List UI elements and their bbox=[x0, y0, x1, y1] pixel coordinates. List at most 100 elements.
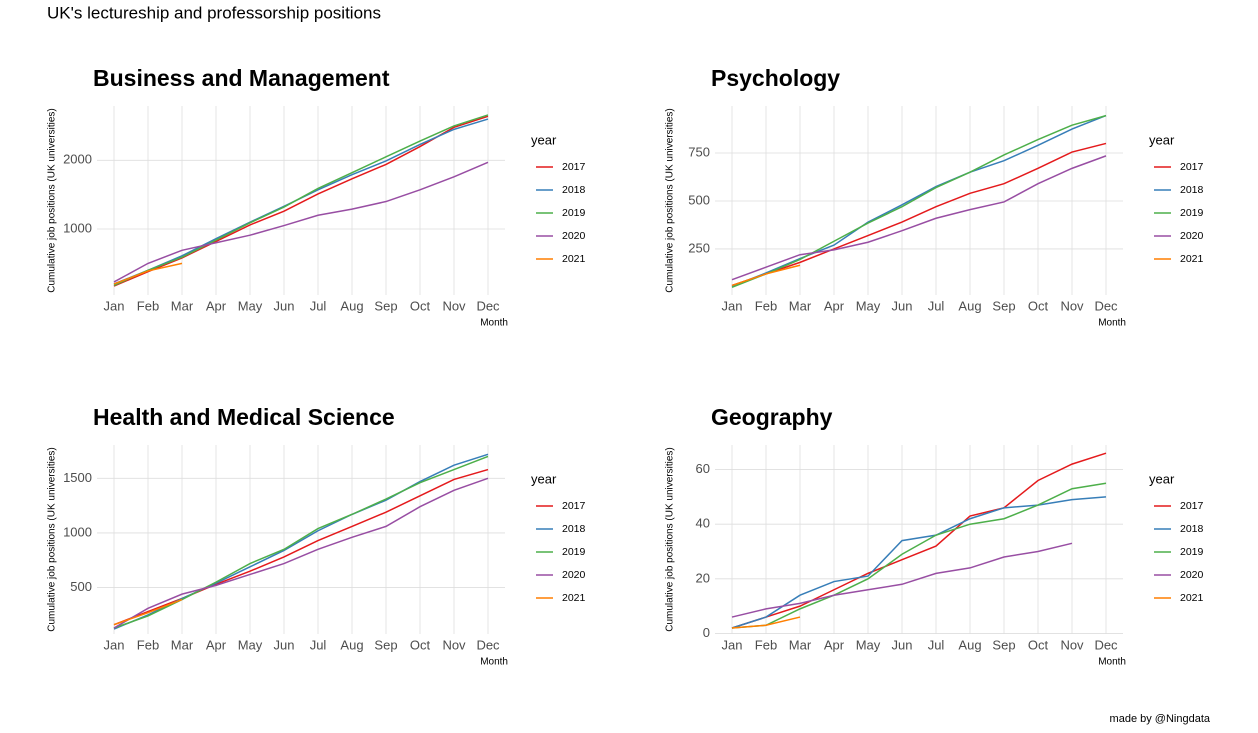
series-line bbox=[731, 482, 1107, 629]
x-tick-label: May bbox=[856, 637, 881, 652]
series-line bbox=[731, 114, 1107, 289]
x-tick-label: Nov bbox=[442, 637, 466, 652]
legend-label: 2020 bbox=[562, 569, 586, 581]
x-tick-label: Oct bbox=[1028, 637, 1049, 652]
series-line bbox=[731, 616, 801, 629]
x-tick-label: Jun bbox=[274, 637, 295, 652]
series-line bbox=[113, 114, 489, 287]
x-tick-label: Jul bbox=[310, 637, 327, 652]
y-tick-label: 2000 bbox=[63, 152, 92, 167]
y-tick-label: 20 bbox=[696, 570, 710, 585]
legend-label: 2019 bbox=[562, 207, 586, 219]
legend-label: 2021 bbox=[562, 253, 586, 265]
series-line bbox=[731, 155, 1107, 281]
legend-label: 2019 bbox=[1180, 546, 1204, 558]
legend-label: 2019 bbox=[562, 546, 586, 558]
x-tick-label: Feb bbox=[755, 298, 777, 313]
x-tick-label: Jun bbox=[892, 637, 913, 652]
y-tick-label: 0 bbox=[703, 625, 710, 640]
legend-title: year bbox=[531, 471, 557, 486]
y-tick-label: 1000 bbox=[63, 220, 92, 235]
x-tick-label: Nov bbox=[1060, 637, 1084, 652]
legend-label: 2019 bbox=[1180, 207, 1204, 219]
x-tick-label: Sep bbox=[992, 637, 1015, 652]
panel-title: Psychology bbox=[711, 65, 840, 91]
x-tick-label: Oct bbox=[410, 298, 431, 313]
x-tick-label: Apr bbox=[824, 298, 845, 313]
x-tick-label: Aug bbox=[958, 298, 981, 313]
x-tick-label: Jul bbox=[310, 298, 327, 313]
y-tick-label: 40 bbox=[696, 516, 710, 531]
x-tick-label: Sep bbox=[374, 637, 397, 652]
panel-title: Health and Medical Science bbox=[93, 404, 395, 430]
x-axis-label: Month bbox=[1098, 318, 1126, 329]
x-tick-label: Jul bbox=[928, 637, 945, 652]
legend-label: 2018 bbox=[1180, 184, 1204, 196]
x-tick-label: Jan bbox=[104, 298, 125, 313]
x-tick-label: Jun bbox=[274, 298, 295, 313]
x-tick-label: Aug bbox=[340, 637, 363, 652]
x-tick-label: Mar bbox=[789, 298, 812, 313]
series-line bbox=[113, 598, 183, 626]
x-tick-label: Jan bbox=[104, 637, 125, 652]
x-tick-label: Oct bbox=[1028, 298, 1049, 313]
series-line bbox=[113, 262, 183, 285]
y-tick-label: 500 bbox=[688, 192, 710, 207]
x-axis-label: Month bbox=[1098, 657, 1126, 668]
x-tick-label: May bbox=[238, 298, 263, 313]
x-tick-label: Aug bbox=[340, 298, 363, 313]
legend-title: year bbox=[1149, 471, 1175, 486]
y-axis-label: Cumulative job positions (UK universitie… bbox=[665, 108, 676, 293]
y-tick-label: 250 bbox=[688, 240, 710, 255]
x-axis-label: Month bbox=[480, 318, 508, 329]
series-line bbox=[113, 477, 489, 629]
panel-title: Business and Management bbox=[93, 65, 390, 91]
x-tick-label: Mar bbox=[171, 637, 194, 652]
y-axis-label: Cumulative job positions (UK universitie… bbox=[47, 108, 58, 293]
caption: made by @Ningdata bbox=[1110, 713, 1211, 725]
x-tick-label: Nov bbox=[442, 298, 466, 313]
x-tick-label: Mar bbox=[789, 637, 812, 652]
legend-label: 2021 bbox=[562, 592, 586, 604]
x-tick-label: Jan bbox=[722, 298, 743, 313]
x-tick-label: Nov bbox=[1060, 298, 1084, 313]
legend-label: 2018 bbox=[562, 184, 586, 196]
panel: Psychology 250 500 750 Jan Feb Mar Apr May Jun Jul… bbox=[665, 65, 1204, 329]
x-tick-label: May bbox=[856, 298, 881, 313]
legend-label: 2018 bbox=[562, 523, 586, 535]
y-axis-label: Cumulative job positions (UK universitie… bbox=[665, 447, 676, 632]
series-line bbox=[731, 114, 1107, 288]
legend-title: year bbox=[1149, 132, 1175, 147]
x-tick-label: Jan bbox=[722, 637, 743, 652]
x-tick-label: Dec bbox=[476, 637, 500, 652]
series-line bbox=[731, 452, 1107, 629]
panel-title: Geography bbox=[711, 404, 833, 430]
series-line bbox=[731, 142, 1107, 287]
legend-label: 2017 bbox=[562, 500, 586, 512]
x-tick-label: Oct bbox=[410, 637, 431, 652]
x-tick-label: Apr bbox=[206, 298, 227, 313]
panel: Health and Medical Science 500 1000 1500 Jan… bbox=[47, 404, 586, 668]
x-tick-label: Dec bbox=[1094, 298, 1118, 313]
series-line bbox=[113, 455, 489, 629]
x-tick-label: Dec bbox=[476, 298, 500, 313]
legend-title: year bbox=[531, 132, 557, 147]
y-tick-label: 500 bbox=[70, 579, 92, 594]
legend-label: 2018 bbox=[1180, 523, 1204, 535]
x-axis-label: Month bbox=[480, 657, 508, 668]
x-tick-label: Apr bbox=[824, 637, 845, 652]
series-line bbox=[113, 161, 489, 283]
panel: Business and Management 1000 2000 Jan Feb Mar… bbox=[47, 65, 586, 329]
x-tick-label: Feb bbox=[755, 637, 777, 652]
series-line bbox=[731, 264, 801, 287]
series-line bbox=[731, 542, 1073, 618]
legend-label: 2021 bbox=[1180, 253, 1204, 265]
legend-label: 2021 bbox=[1180, 592, 1204, 604]
x-tick-label: Feb bbox=[137, 298, 159, 313]
legend-label: 2017 bbox=[1180, 161, 1204, 173]
figure-title: UK's lectureship and professorship posit… bbox=[47, 3, 381, 22]
legend-label: 2020 bbox=[562, 230, 586, 242]
x-tick-label: Jun bbox=[892, 298, 913, 313]
legend-label: 2017 bbox=[562, 161, 586, 173]
